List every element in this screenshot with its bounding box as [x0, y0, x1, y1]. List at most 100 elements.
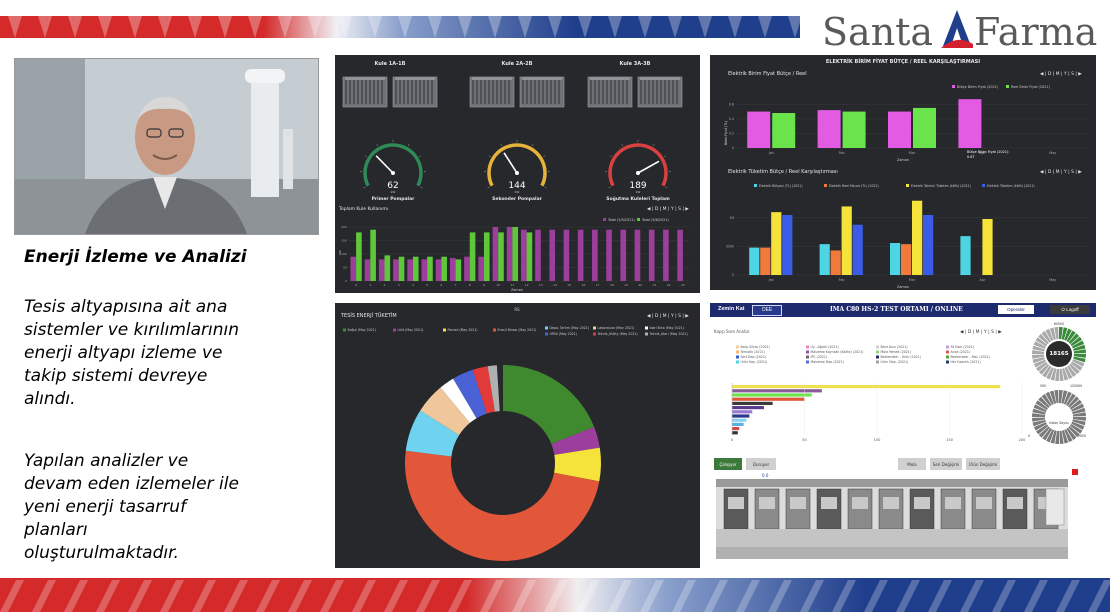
- x-tick-label: 3: [398, 283, 400, 287]
- stripe-triangle: [98, 16, 112, 38]
- bar-total-0505: [549, 229, 556, 281]
- logoff-button[interactable]: ⏻ Logoff: [1050, 305, 1090, 314]
- tower-top: [395, 77, 435, 80]
- bar-budget-price: [817, 110, 841, 148]
- bar-consumption: [749, 247, 760, 275]
- gauge-segment: [1072, 419, 1086, 426]
- usage-chart-title: Toplam Kule Kullanımı: [338, 206, 388, 212]
- gauge-segment: [1042, 428, 1052, 441]
- stripe-triangle: [188, 16, 202, 38]
- gauge-segment: [1054, 327, 1059, 340]
- gauge-arc: [363, 143, 423, 187]
- x-tick-label: Feb: [839, 151, 845, 155]
- stripe-triangle: [338, 16, 352, 38]
- gauge-segment: [1033, 359, 1047, 368]
- stripe-triangle: [960, 580, 984, 612]
- stripe-triangle: [758, 16, 772, 38]
- time-controls: ◀ | D | M | Y | S | ▶: [960, 329, 1002, 335]
- legend-swatch: [545, 326, 548, 330]
- donut-slice: [405, 410, 460, 457]
- slide-paragraph-1: Tesis altyapısına ait ana sistemler ve k…: [24, 296, 239, 411]
- tower-top: [640, 77, 680, 80]
- gauge-segment: [1050, 430, 1057, 444]
- gauge-segment: [1035, 337, 1048, 347]
- stripe-triangle: [128, 16, 142, 38]
- x-tick-label: 12: [525, 283, 529, 287]
- stripe-triangle: [992, 580, 1016, 612]
- legend-entry: İPC (2021): [811, 354, 828, 359]
- legend-swatch: [754, 184, 757, 187]
- gauge-segment: [1073, 344, 1086, 351]
- stripe-triangle: [448, 580, 472, 612]
- gauge-segment: [1073, 356, 1086, 363]
- bar-total-0505: [506, 227, 513, 281]
- stripe-triangle: [608, 580, 632, 612]
- bar-consumption: [923, 215, 934, 275]
- bar-consumption: [760, 247, 771, 275]
- gauge-tick: [376, 144, 379, 147]
- gauge-segment: [1032, 417, 1046, 422]
- legend-swatch: [645, 332, 648, 336]
- x-tick-label: 16: [582, 283, 586, 287]
- stripe-triangle: [416, 580, 440, 612]
- slide-line: Yapılan analizler ve: [24, 451, 189, 471]
- bar-total-0505: [464, 256, 470, 281]
- bar-real-price: [772, 113, 796, 148]
- x-tick-label: 50: [802, 438, 807, 442]
- legend-entry: Elektrik Tüketim (kWh) (2021): [987, 184, 1035, 188]
- gauge-segment: [1032, 345, 1045, 352]
- stripe-triangle: [864, 580, 888, 612]
- product-change-button[interactable]: [966, 458, 1000, 470]
- x-tick-label: Mar: [909, 278, 916, 282]
- gauge-tick: [543, 155, 546, 158]
- gauge-segment: [1045, 328, 1054, 342]
- stripe-triangle: [768, 580, 792, 612]
- gauge-needle: [503, 152, 518, 174]
- gauge-segment: [1067, 396, 1080, 408]
- electricity-title: ELEKTRİK BİRİM FİYAT BÜTÇE / REEL KARŞIL…: [826, 58, 980, 65]
- stripe-triangle: [158, 16, 172, 38]
- floor-selector[interactable]: OEE: [752, 305, 782, 316]
- gauge-hub: [515, 171, 519, 175]
- legend-entry: Beklemeler - Ürün (2021): [881, 354, 922, 359]
- status-stopped-button[interactable]: [746, 458, 776, 470]
- counter-scale: 120000: [1070, 384, 1082, 388]
- gauge-segment: [1059, 368, 1064, 381]
- stripe-triangle: [488, 16, 502, 38]
- legend-swatch: [443, 328, 446, 332]
- stripe-triangle: [8, 16, 22, 38]
- legend-entry: Kalıp Süreç (2021): [741, 345, 770, 349]
- consumption-subtitle: Elektrik Tüketim Bütçe / Reel Karşılaştı…: [728, 169, 838, 175]
- bar-total-0506: [384, 255, 391, 281]
- legend-swatch: [806, 345, 809, 349]
- donut-slice: [440, 378, 477, 423]
- stripe-triangle: [368, 16, 382, 38]
- y-tick-label: 0: [732, 273, 734, 277]
- slide-line: Tesis altyapısına ait ana: [24, 297, 228, 317]
- legend-swatch: [806, 350, 809, 354]
- machine-window: [1007, 497, 1023, 509]
- legend-entry: Bütçe Birim Fiyat (2021): [957, 85, 999, 89]
- series-change-button[interactable]: [930, 458, 962, 470]
- donut-slice: [472, 366, 495, 414]
- donut-slice: [487, 365, 500, 412]
- x-tick-label: 100: [874, 438, 882, 442]
- bar-consumption: [901, 244, 912, 275]
- operator-button[interactable]: Operatör: [998, 305, 1034, 314]
- x-tick-label: 6: [440, 283, 442, 287]
- gauge-segment: [1063, 391, 1072, 405]
- break-button[interactable]: [898, 458, 926, 470]
- ima-downtime-chart: Kapşı Sore Analizi ◀ | D | M | Y | S | ▶…: [714, 322, 1086, 559]
- bar-total-0506: [398, 256, 405, 281]
- slide-paragraph-2: Yapılan analizler ve devam eden izlemele…: [24, 450, 239, 565]
- status-running-button[interactable]: [714, 458, 742, 470]
- x-tick-label: Jan: [768, 151, 774, 155]
- legend-entry: Malzeme Kaynaklı (Kalite) (2021): [811, 350, 864, 354]
- stripe-triangle: [278, 16, 292, 38]
- bar-total-0505: [606, 229, 612, 281]
- bar-total-0506: [512, 227, 518, 281]
- machine-window: [821, 497, 837, 509]
- legend-swatch: [806, 360, 809, 364]
- bar-total-0505: [663, 229, 669, 281]
- legend-entry: Laboratuar (May 2021): [598, 326, 635, 330]
